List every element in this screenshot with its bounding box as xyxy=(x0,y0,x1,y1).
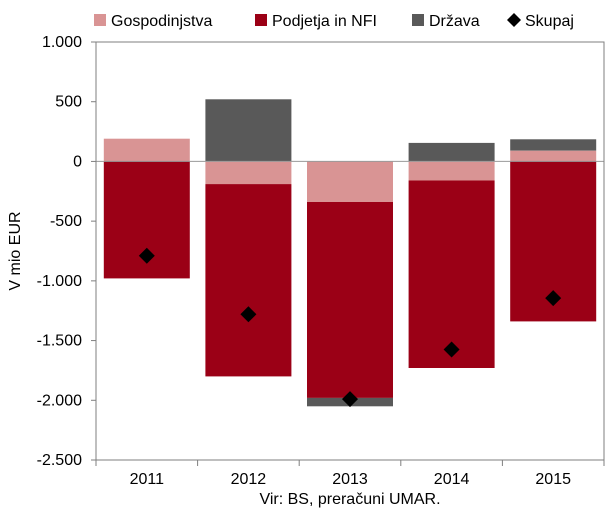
legend-item-1: Podjetja in NFI xyxy=(255,13,377,30)
legend-label: Gospodinjstva xyxy=(111,13,212,30)
legend: Gospodinjstva Podjetja in NFI Država Skupaj xyxy=(94,13,574,30)
y-tick-label: -1.000 xyxy=(37,273,82,290)
plot-frame xyxy=(95,41,605,461)
total-marker-2012 xyxy=(240,306,257,323)
bar-2013-series-1 xyxy=(307,202,393,398)
legend-item-3: Skupaj xyxy=(507,13,574,30)
y-tick-label: -1.500 xyxy=(37,333,82,350)
bar-2012-series-1 xyxy=(205,184,292,377)
legend-swatch xyxy=(507,13,521,27)
legend-swatch xyxy=(255,14,267,26)
total-marker-2014 xyxy=(443,341,460,358)
y-axis-title: V mio EUR xyxy=(7,211,24,290)
y-tick-label: 500 xyxy=(55,94,82,111)
total-marker-2013 xyxy=(342,391,358,408)
bar-2011-series-0 xyxy=(103,138,190,162)
x-tick-label-2013: 2013 xyxy=(332,471,368,488)
bar-2015-series-2 xyxy=(510,139,597,151)
bar-2013-series-0 xyxy=(307,161,393,202)
bar-2014-series-1 xyxy=(408,180,495,368)
legend-label: Podjetja in NFI xyxy=(272,13,377,30)
bar-2014-series-2 xyxy=(408,142,495,162)
total-markers xyxy=(138,247,562,408)
legend-item-2: Država xyxy=(412,13,480,30)
y-tick-label: 0 xyxy=(73,153,82,170)
y-axis: 1.000 500 0 -500 -1.000 -1.500 -2.000 -2.500 xyxy=(37,34,96,469)
bar-2015-series-0 xyxy=(510,150,597,162)
legend-item-0: Gospodinjstva xyxy=(94,13,212,30)
bar-2012-series-0 xyxy=(205,161,292,185)
x-tick-label-2014: 2014 xyxy=(434,471,470,488)
x-axis: 2011 2012 2013 2014 2015 xyxy=(95,460,605,488)
x-tick-label-2011: 2011 xyxy=(130,471,165,488)
source-note: Vir: BS, preračuni UMAR. xyxy=(259,491,440,508)
y-tick-label: 1.000 xyxy=(42,34,82,51)
x-tick-label-2012: 2012 xyxy=(231,471,267,488)
y-tick-label: -500 xyxy=(50,213,82,230)
total-marker-2011 xyxy=(138,247,155,264)
bar-2014-series-0 xyxy=(408,161,495,181)
y-tick-label: -2.500 xyxy=(37,452,82,469)
bar-2012-series-2 xyxy=(205,99,292,162)
y-tick-label: -2.000 xyxy=(37,392,82,409)
legend-label: Skupaj xyxy=(525,13,574,30)
legend-label: Država xyxy=(429,13,480,30)
legend-swatch xyxy=(94,14,106,26)
x-tick-label-2015: 2015 xyxy=(535,471,571,488)
legend-swatch xyxy=(412,14,424,26)
bars xyxy=(103,99,597,407)
total-marker-2015 xyxy=(545,290,562,307)
